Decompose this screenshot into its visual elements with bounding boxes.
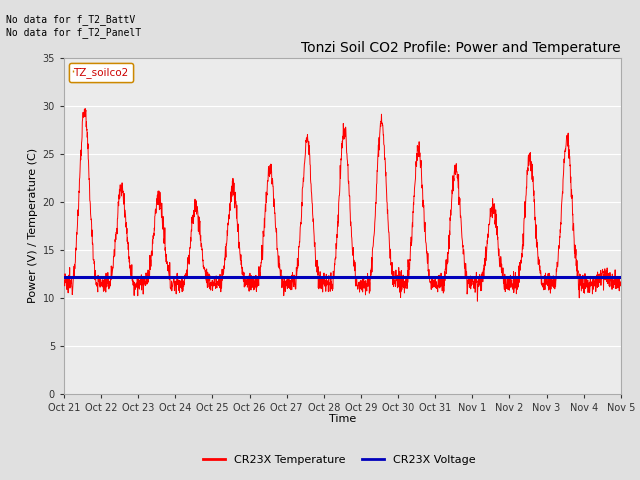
- X-axis label: Time: Time: [329, 414, 356, 424]
- Text: No data for f_T2_BattV
No data for f_T2_PanelT: No data for f_T2_BattV No data for f_T2_…: [6, 14, 141, 38]
- Y-axis label: Power (V) / Temperature (C): Power (V) / Temperature (C): [28, 148, 38, 303]
- Legend: CR23X Temperature, CR23X Voltage: CR23X Temperature, CR23X Voltage: [198, 451, 480, 469]
- Legend: TZ_soilco2: TZ_soilco2: [69, 63, 132, 82]
- Text: Tonzi Soil CO2 Profile: Power and Temperature: Tonzi Soil CO2 Profile: Power and Temper…: [301, 41, 621, 55]
